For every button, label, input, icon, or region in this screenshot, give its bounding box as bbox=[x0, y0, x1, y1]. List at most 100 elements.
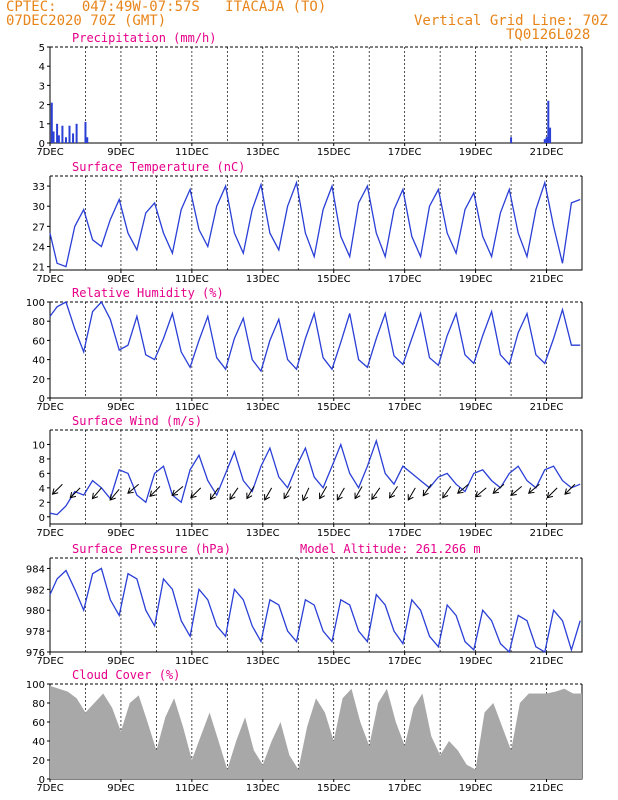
wind-arrow-head bbox=[371, 493, 378, 501]
wind-arrow-head bbox=[336, 494, 343, 501]
wind-arrow-head bbox=[149, 490, 156, 497]
wind-arrow bbox=[229, 487, 239, 500]
panel-5 bbox=[47, 683, 583, 782]
precip-bar bbox=[56, 123, 59, 143]
x-tick-label: 19DEC bbox=[459, 147, 493, 158]
wind-arrow bbox=[422, 483, 432, 496]
panel-1 bbox=[47, 175, 583, 273]
x-tick-label: 13DEC bbox=[246, 274, 280, 285]
precip-bar bbox=[84, 121, 87, 143]
wind-arrow bbox=[564, 483, 576, 495]
y-tick-label: 21 bbox=[32, 263, 45, 274]
x-tick-label: 13DEC bbox=[246, 656, 280, 667]
axis-frame bbox=[49, 176, 583, 271]
precip-bar bbox=[510, 137, 513, 143]
x-tick-label: 15DEC bbox=[317, 402, 351, 413]
y-tick-label: 40 bbox=[32, 356, 45, 367]
y-tick-label: 2 bbox=[39, 101, 45, 112]
wind-arrow-head bbox=[190, 491, 197, 499]
x-tick-label: 11DEC bbox=[175, 783, 209, 794]
y-tick-label: 30 bbox=[32, 202, 45, 213]
x-tick-label: 13DEC bbox=[246, 528, 280, 539]
x-tick-label: 21DEC bbox=[530, 528, 564, 539]
x-tick-label: 15DEC bbox=[317, 147, 351, 158]
wind-arrow-head bbox=[474, 491, 482, 498]
x-tick-label: 17DEC bbox=[388, 528, 422, 539]
precip-bar bbox=[547, 100, 550, 143]
header-run-id: TQ0126L028 bbox=[506, 27, 591, 43]
wind-arrow-head bbox=[442, 492, 449, 499]
x-tick-label: 9DEC bbox=[107, 402, 134, 413]
y-tick-label: 100 bbox=[26, 298, 45, 309]
series-line bbox=[49, 567, 581, 654]
y-tick-label: 978 bbox=[26, 627, 45, 638]
wind-arrow bbox=[109, 488, 120, 501]
y-tick-label: 3 bbox=[39, 81, 45, 92]
wind-arrow-head bbox=[69, 491, 77, 499]
x-tick-label: 17DEC bbox=[388, 147, 422, 158]
series-line bbox=[49, 300, 581, 373]
wind-arrow bbox=[149, 486, 161, 497]
wind-arrow bbox=[528, 483, 540, 494]
x-tick-label: 9DEC bbox=[107, 274, 134, 285]
panel-3 bbox=[47, 429, 583, 527]
wind-arrow-head bbox=[564, 488, 571, 495]
x-tick-label: 9DEC bbox=[107, 528, 134, 539]
x-tick-label: 19DEC bbox=[459, 656, 493, 667]
x-tick-label: 13DEC bbox=[246, 147, 280, 158]
y-tick-label: 80 bbox=[32, 317, 45, 328]
x-tick-label: 19DEC bbox=[459, 528, 493, 539]
wind-arrow-head bbox=[209, 493, 216, 501]
wind-arrow-head bbox=[127, 487, 134, 494]
x-tick-label: 9DEC bbox=[107, 147, 134, 158]
wind-arrow bbox=[210, 487, 219, 500]
y-tick-label: 0 bbox=[39, 513, 45, 524]
wind-arrow bbox=[546, 487, 558, 499]
panel-4 bbox=[47, 557, 583, 655]
wind-arrow bbox=[302, 487, 310, 501]
y-tick-label: 20 bbox=[32, 375, 45, 386]
wind-arrow-head bbox=[171, 489, 179, 497]
y-tick-label: 100 bbox=[26, 680, 45, 691]
wind-arrow-head bbox=[492, 487, 500, 494]
y-tick-label: 40 bbox=[32, 737, 45, 748]
panel-title: Cloud Cover (%) bbox=[72, 668, 180, 682]
x-tick-label: 13DEC bbox=[246, 783, 280, 794]
header-grid-line: Vertical Grid Line: 70Z bbox=[414, 13, 608, 29]
wind-arrow-head bbox=[246, 492, 253, 500]
y-tick-label: 976 bbox=[26, 648, 45, 659]
precip-bar bbox=[57, 135, 60, 143]
wind-arrow-head bbox=[457, 487, 464, 494]
x-tick-label: 15DEC bbox=[317, 656, 351, 667]
wind-arrow bbox=[475, 487, 487, 498]
x-tick-label: 21DEC bbox=[530, 402, 564, 413]
wind-arrow bbox=[336, 487, 345, 501]
wind-arrow-head bbox=[510, 489, 517, 497]
x-tick-label: 15DEC bbox=[317, 783, 351, 794]
x-tick-label: 7DEC bbox=[36, 528, 63, 539]
precip-bar bbox=[72, 133, 75, 143]
x-tick-label: 17DEC bbox=[388, 783, 422, 794]
x-tick-label: 17DEC bbox=[388, 656, 422, 667]
wind-arrow bbox=[69, 487, 81, 499]
axis-frame bbox=[49, 47, 583, 144]
panel-subtitle: Model Altitude: 261.266 m bbox=[300, 542, 481, 556]
x-tick-label: 15DEC bbox=[317, 274, 351, 285]
wind-arrow-head bbox=[407, 494, 414, 501]
y-tick-label: 1 bbox=[39, 120, 45, 131]
precip-bar bbox=[543, 139, 546, 143]
wind-arrow bbox=[127, 483, 139, 494]
x-tick-label: 21DEC bbox=[530, 656, 564, 667]
x-tick-label: 11DEC bbox=[175, 402, 209, 413]
y-tick-label: 27 bbox=[32, 222, 45, 233]
wind-arrow bbox=[510, 486, 523, 496]
wind-arrow bbox=[492, 483, 505, 494]
panel-title: Precipitation (mm/h) bbox=[72, 31, 217, 45]
y-tick-label: 982 bbox=[26, 585, 45, 596]
x-tick-label: 21DEC bbox=[530, 147, 564, 158]
series-line bbox=[49, 438, 581, 516]
x-tick-label: 9DEC bbox=[107, 656, 134, 667]
axis-frame bbox=[49, 302, 583, 399]
y-tick-label: 60 bbox=[32, 718, 45, 729]
